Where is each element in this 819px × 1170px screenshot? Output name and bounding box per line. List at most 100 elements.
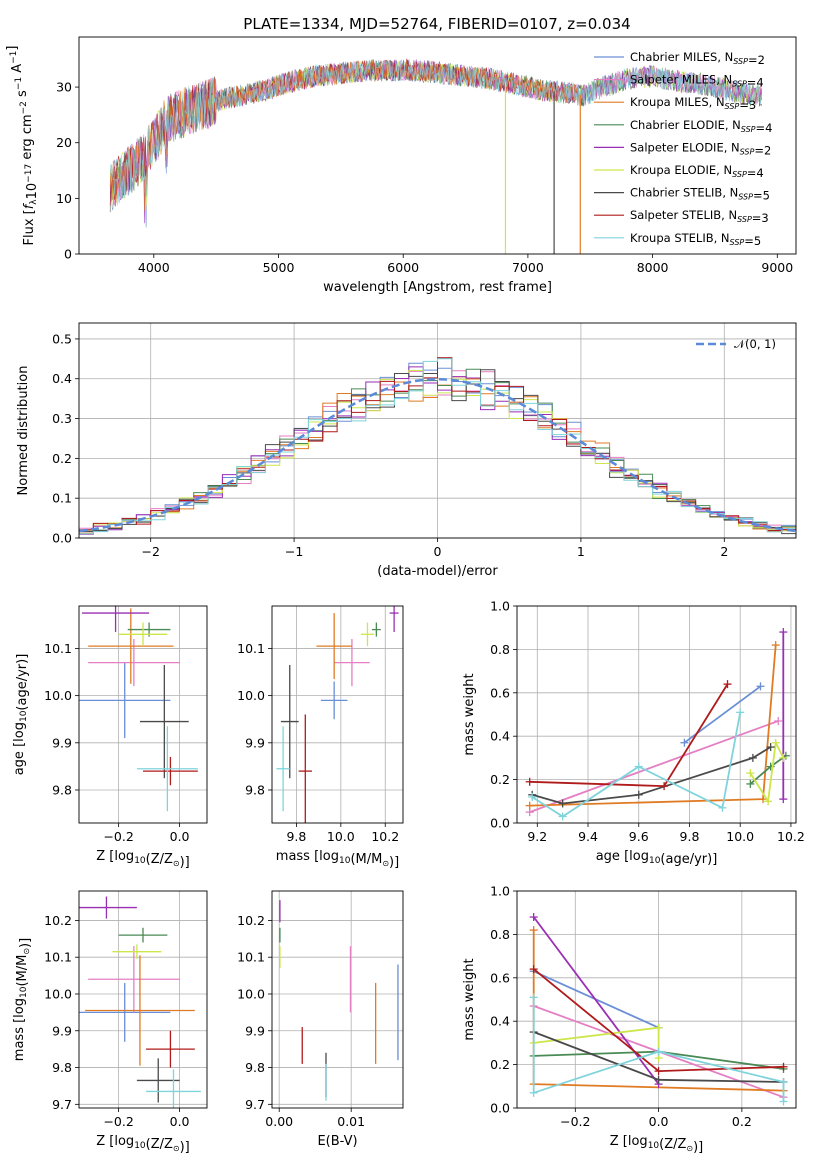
legend-label: Salpeter MILES, NSSP=4 <box>630 73 764 90</box>
x-tick-label: 0.2 <box>732 1114 752 1129</box>
figure-title: PLATE=1334, MJD=52764, FIBERID=0107, z=0… <box>243 15 630 33</box>
mass_vs_Z-panel: −0.2 0.0 9.7 9.8 9.9 10.0 10.1 10.2 Z [log10(Z/Z… <box>12 890 208 1155</box>
x-axis-label: Z [log10(Z/Z⊙)] <box>610 1134 704 1155</box>
x-tick-label: 10.0 <box>726 829 754 844</box>
y-tick-label: 9.7 <box>52 1097 72 1112</box>
y-tick-label: 9.7 <box>245 1097 265 1112</box>
mass-weight-line-2 <box>529 720 779 813</box>
y-tick-label: 1.0 <box>490 599 510 614</box>
spectrum-plot-area <box>109 58 763 254</box>
spectrum-frame <box>78 36 797 255</box>
age_vs_Z-plot-area <box>79 606 198 812</box>
x-axis-label: mass [log10(M/M⊙)] <box>276 849 399 870</box>
y-tick-label: 0.4 <box>52 371 72 386</box>
y-tick-label: 9.9 <box>245 735 265 750</box>
spectrum-line-9 <box>109 60 763 206</box>
y-tick-label: 0.3 <box>52 411 72 426</box>
age_vs_Z-frame <box>78 605 208 824</box>
massweight_vs_age-frame <box>516 605 797 824</box>
x-axis-label: (data-model)/error <box>377 564 498 579</box>
y-tick-label: 0.8 <box>490 927 510 942</box>
legend-label: Chabrier MILES, NSSP=2 <box>630 50 765 67</box>
age_vs_mass-frame <box>271 605 404 824</box>
y-tick-label: 0.0 <box>52 531 72 546</box>
y-tick-label: 0.6 <box>490 685 510 700</box>
x-tick-label: −0.2 <box>103 1114 133 1129</box>
y-tick-label: 0.2 <box>490 772 510 787</box>
x-tick-label: −2 <box>141 544 159 559</box>
y-tick-label: 0.2 <box>490 1057 510 1072</box>
normal-curve <box>79 377 796 533</box>
histogram-series-9 <box>79 358 796 538</box>
y-axis-label: mass [log10(M/M⊙)] <box>12 938 33 1061</box>
y-tick-label: 10 <box>56 191 72 206</box>
y-axis-label: Flux [fλ10−17 erg cm−2 s−1 A−1] <box>5 46 40 246</box>
mass_vs_Z-plot-area <box>79 896 201 1108</box>
x-tick-label: 9.2 <box>527 829 547 844</box>
x-tick-label: 2 <box>720 544 728 559</box>
x-axis-label: Z [log10(Z/Z⊙)] <box>96 849 190 870</box>
spectrum-legend: Chabrier MILES, NSSP=2 Salpeter MILES, NS… <box>594 50 772 248</box>
massweight_vs_Z-frame <box>516 890 797 1109</box>
residuals-panel: −2 −1 0 1 2 0.0 0.1 0.2 0.3 0.4 0.5 (data-model)/er… <box>16 322 797 579</box>
x-tick-label: 4000 <box>138 260 170 275</box>
x-tick-label: 0.0 <box>170 829 190 844</box>
y-tick-label: 10.1 <box>44 641 72 656</box>
x-axis-label: wavelength [Angstrom, rest frame] <box>323 280 552 295</box>
y-tick-label: 0.8 <box>490 642 510 657</box>
mass_vs_EBV-frame <box>271 890 404 1109</box>
y-tick-label: 0.4 <box>490 1014 510 1029</box>
mass_vs_EBV-panel: 0.00 0.01 9.7 9.8 9.9 10.0 10.1 10.2 E(B-V) <box>237 890 404 1149</box>
x-tick-label: 1 <box>577 544 585 559</box>
y-tick-label: 0 <box>64 247 72 262</box>
x-axis-label: Z [log10(Z/Z⊙)] <box>96 1134 190 1155</box>
x-tick-label: 0.00 <box>265 1114 293 1129</box>
massweight_vs_Z-plot-area <box>529 913 788 1106</box>
mass-weight-line-3 <box>529 645 777 807</box>
y-tick-label: 9.8 <box>52 782 72 797</box>
x-tick-label: −0.2 <box>103 829 133 844</box>
age_vs_mass-panel: 9.8 10.0 10.2 9.8 9.9 10.0 10.1 mass [log10(M/M… <box>237 605 404 870</box>
y-tick-label: 10.1 <box>237 950 265 965</box>
age_vs_mass-plot-area <box>276 606 399 823</box>
x-tick-label: 0 <box>434 544 442 559</box>
y-tick-label: 10.0 <box>237 986 265 1001</box>
x-tick-label: 0.01 <box>337 1114 365 1129</box>
x-axis-label: age [log10(age/yr)] <box>596 849 718 867</box>
mass-weight-line-9 <box>531 712 742 818</box>
x-tick-label: 5000 <box>263 260 295 275</box>
legend-label: Chabrier ELODIE, NSSP=4 <box>630 118 772 135</box>
residuals-plot-area <box>79 357 796 538</box>
y-tick-label: 9.8 <box>52 1060 72 1075</box>
y-axis-label: age [log10(age/yr)] <box>12 654 30 776</box>
y-tick-label: 9.9 <box>52 735 72 750</box>
age_vs_Z-panel: −0.2 0.0 9.8 9.9 10.0 10.1 Z [log10(Z/Z⊙)] age … <box>12 605 208 870</box>
legend-label: Kroupa STELIB, NSSP=5 <box>630 231 761 248</box>
y-tick-label: 1.0 <box>490 884 510 899</box>
y-tick-label: 0.0 <box>490 816 510 831</box>
x-tick-label: 7000 <box>512 260 544 275</box>
y-tick-label: 0.2 <box>52 451 72 466</box>
y-tick-label: 9.9 <box>52 1023 72 1038</box>
y-tick-label: 9.8 <box>245 1060 265 1075</box>
x-tick-label: 9.6 <box>629 829 649 844</box>
massweight_vs_age-plot-area <box>525 628 790 821</box>
massweight_vs_age-panel: 9.2 9.4 9.6 9.8 10.0 10.2 0.0 0.2 0.4 0.6 0.8 1.0 ag… <box>462 599 805 868</box>
x-tick-label: 9.8 <box>286 829 306 844</box>
x-tick-label: −1 <box>285 544 303 559</box>
y-tick-label: 10.0 <box>44 986 72 1001</box>
residuals-frame <box>78 322 797 539</box>
x-axis-label: E(B-V) <box>317 1134 357 1149</box>
y-tick-label: 9.9 <box>245 1023 265 1038</box>
x-tick-label: 10.0 <box>327 829 355 844</box>
y-tick-label: 10.1 <box>237 641 265 656</box>
x-tick-label: 9.8 <box>680 829 700 844</box>
legend-label: Chabrier STELIB, NSSP=5 <box>630 186 770 203</box>
massweight_vs_Z-panel: −0.2 0.0 0.2 0.0 0.2 0.4 0.6 0.8 1.0 Z [log10(Z/Z… <box>462 884 797 1155</box>
y-tick-label: 0.1 <box>52 491 72 506</box>
mass-weight-line-8 <box>529 683 729 788</box>
y-tick-label: 10.0 <box>237 688 265 703</box>
y-tick-label: 10.1 <box>44 950 72 965</box>
y-tick-label: 0.4 <box>490 729 510 744</box>
